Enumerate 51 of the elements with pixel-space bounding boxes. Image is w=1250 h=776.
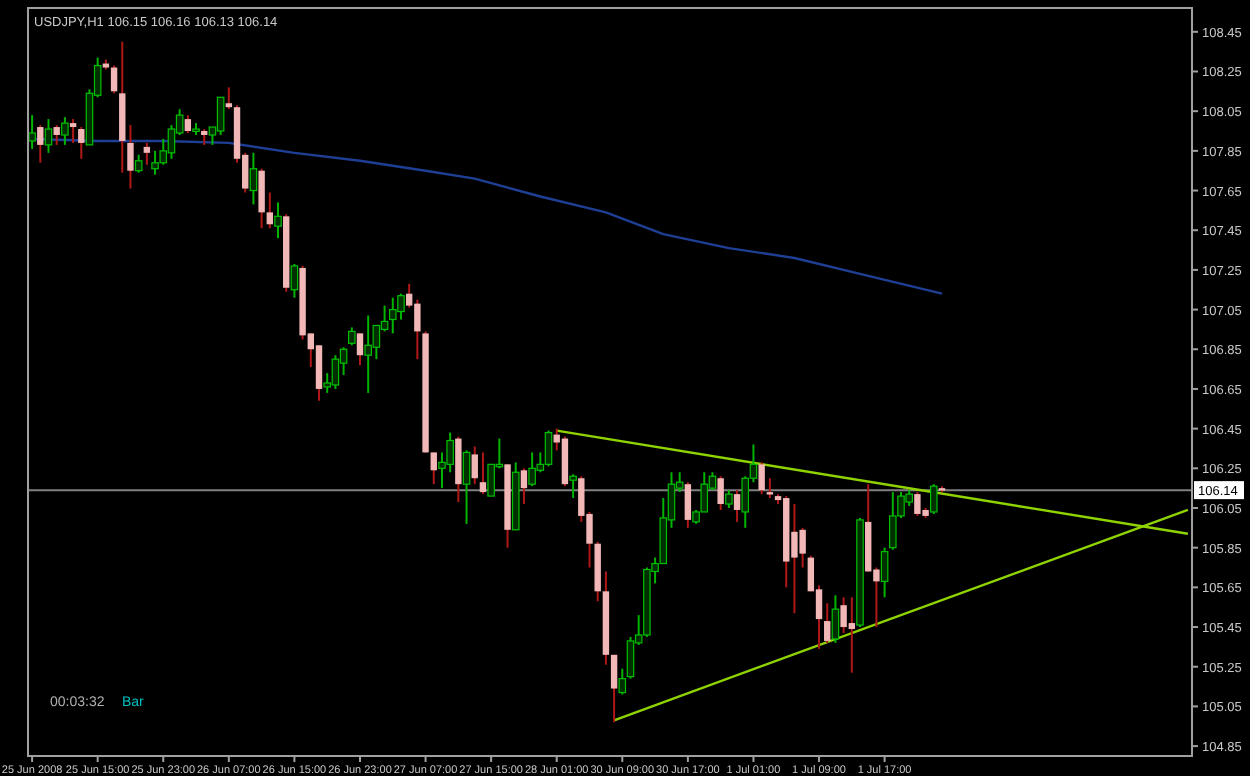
candlestick (889, 491, 897, 551)
candlestick (364, 314, 372, 394)
candlestick (766, 477, 774, 500)
candlestick (61, 116, 69, 146)
candlestick (929, 483, 938, 515)
candlestick (110, 64, 118, 95)
candlestick (520, 467, 528, 506)
candlestick (824, 602, 831, 644)
candlestick (880, 546, 889, 599)
candlestick (331, 354, 340, 390)
candlestick (356, 332, 364, 367)
candlestick (455, 435, 462, 504)
candlestick (569, 473, 577, 500)
candlestick (848, 596, 856, 674)
candlestick (528, 451, 536, 488)
candlestick (225, 86, 233, 111)
candlestick (758, 461, 765, 496)
candlestick (274, 201, 282, 240)
candlestick (914, 491, 921, 517)
candlestick (561, 435, 569, 488)
candlestick (216, 96, 225, 136)
candlestick (462, 449, 471, 525)
candlestick (143, 141, 151, 166)
candlestick (258, 167, 265, 230)
candlestick (78, 126, 85, 160)
candlestick (430, 451, 437, 486)
candlestick (544, 429, 553, 468)
candlestick (53, 124, 60, 146)
candlestick (717, 475, 724, 511)
candlestick (840, 596, 847, 634)
candlestick (610, 653, 618, 724)
candlestick (684, 481, 692, 529)
candlestick (37, 124, 44, 164)
candlestick (791, 503, 798, 615)
candlestick (290, 262, 299, 299)
candlestick (28, 114, 36, 150)
candlestick (414, 298, 421, 361)
candlestick (733, 489, 741, 523)
candlestick (799, 526, 806, 569)
candlestick (831, 594, 840, 644)
candlestick (69, 118, 77, 144)
candlestick (594, 540, 601, 603)
candlestick (471, 445, 478, 486)
candlestick (266, 191, 274, 230)
candlestick (372, 324, 381, 361)
candlestick (479, 451, 487, 496)
candlestick (388, 296, 397, 335)
candlestick (127, 124, 134, 190)
candlestick (119, 40, 126, 174)
candlestick (249, 151, 258, 206)
candlestick (44, 118, 53, 154)
